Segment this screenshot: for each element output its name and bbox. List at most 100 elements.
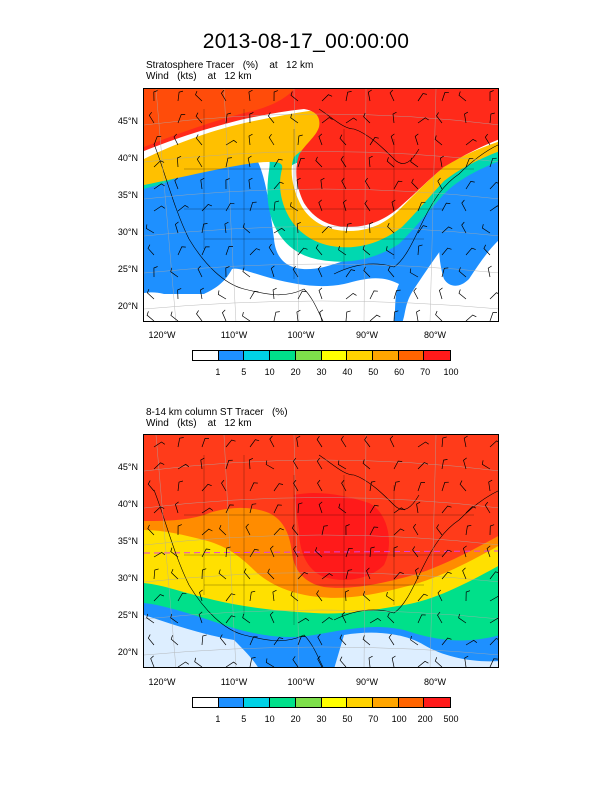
wind-barb — [269, 611, 275, 624]
bottom-lon-tick-110: 110°W — [220, 677, 248, 687]
wind-barb — [369, 617, 382, 624]
bottom-colorbar-cell — [218, 698, 245, 707]
wind-barb — [417, 117, 429, 124]
bottom-colorbar-level-label: 200 — [417, 714, 433, 724]
wind-barb — [345, 310, 351, 321]
wind-barb — [273, 483, 284, 492]
wind-barb — [197, 265, 203, 278]
wind-barb — [489, 90, 494, 101]
bottom-colorbar-level-label: 100 — [391, 714, 407, 724]
wind-barb — [409, 268, 419, 278]
wind-barb — [321, 226, 333, 234]
top-colorbar-cell — [218, 351, 245, 360]
wind-barb — [145, 224, 155, 234]
wind-barb — [369, 314, 381, 321]
wind-barb — [441, 226, 453, 234]
wind-barb — [489, 440, 498, 448]
wind-barb — [297, 290, 307, 300]
bottom-colorbar-level-label: 70 — [368, 714, 379, 724]
wind-barb — [147, 634, 155, 646]
bottom-colorbar-cell — [347, 698, 373, 707]
wind-barb — [410, 635, 419, 646]
bottom-colorbar-cell — [321, 698, 348, 707]
wind-barb — [177, 592, 187, 602]
wind-barb — [416, 501, 421, 514]
wind-barb — [465, 314, 477, 321]
wind-barb — [174, 501, 179, 514]
bottom-lon-tick-90: 90°W — [355, 677, 379, 687]
bottom-colorbar-level-label: 10 — [264, 714, 275, 724]
wind-barb — [387, 612, 395, 624]
wind-barb — [391, 199, 396, 212]
wind-barb — [316, 590, 323, 602]
wind-barb — [437, 611, 443, 624]
bottom-lat-tick-40: 40°N — [117, 499, 138, 509]
bottom-panel-label-wind: Wind (kts) at 12 km — [146, 418, 252, 429]
wind-barb — [417, 614, 426, 624]
top-colorbar-cell — [321, 351, 348, 360]
top-panel-label-wind: Wind (kts) at 12 km — [146, 71, 252, 82]
wind-barb — [362, 591, 371, 602]
wind-barb — [225, 661, 238, 667]
wind-barb — [484, 501, 491, 514]
wind-barb — [296, 435, 301, 448]
wind-barb — [272, 589, 277, 602]
wind-barb — [320, 177, 325, 190]
wind-barb — [248, 457, 254, 470]
wind-barb — [297, 134, 303, 146]
wind-barb — [345, 117, 358, 124]
wind-barb — [440, 155, 444, 168]
bottom-lon-tick-120: 120°W — [148, 677, 176, 687]
wind-barb — [297, 247, 308, 256]
wind-barb — [342, 199, 347, 212]
wind-barb — [153, 183, 165, 190]
wind-barb — [147, 244, 155, 256]
wind-barb — [153, 441, 166, 448]
wind-barb — [461, 221, 467, 234]
wind-barb — [170, 547, 179, 558]
wind-barb — [249, 590, 256, 602]
wind-barb — [410, 157, 419, 168]
wind-barb — [242, 223, 251, 234]
wind-barb — [177, 90, 184, 102]
wind-barb — [194, 657, 203, 667]
top-colorbar-cell — [424, 351, 451, 360]
wind-barb — [393, 546, 398, 557]
wind-barb — [249, 201, 257, 212]
wind-barb — [436, 524, 443, 536]
wind-barb — [464, 111, 469, 124]
wind-barb — [196, 155, 203, 168]
wind-barb — [339, 634, 347, 646]
wind-barb — [413, 287, 419, 300]
wind-barb — [489, 112, 495, 124]
wind-barb — [201, 507, 214, 514]
top-lon-tick-80: 80°W — [423, 330, 447, 340]
wind-barb — [369, 137, 379, 146]
wind-barb — [225, 504, 234, 514]
wind-barb — [248, 177, 253, 190]
wind-barb — [417, 202, 426, 212]
bottom-lon-tick-100: 100°W — [287, 677, 315, 687]
wind-barb — [489, 292, 498, 300]
wind-barb — [225, 202, 235, 212]
top-lat-tick-40: 40°N — [117, 153, 138, 163]
wind-barb — [248, 133, 253, 146]
wind-barb — [489, 596, 498, 602]
wind-barb — [292, 457, 299, 470]
wind-barb — [153, 551, 166, 558]
top-colorbar-level-label: 1 — [215, 367, 221, 377]
wind-barb — [225, 157, 232, 168]
wind-barb — [465, 158, 474, 168]
wind-barb — [386, 592, 395, 602]
wind-barb — [363, 112, 371, 124]
wind-barb — [170, 613, 179, 624]
wind-barb — [221, 309, 227, 321]
wind-barb — [387, 222, 395, 234]
top-panel-label-variable: Stratosphere Tracer (%) at 12 km — [146, 60, 314, 71]
wind-barb — [221, 479, 227, 492]
wind-barb — [368, 655, 373, 667]
wind-barb — [362, 459, 371, 470]
wind-barb — [464, 655, 469, 667]
wind-barb — [224, 221, 229, 234]
top-lat-tick-25: 25°N — [117, 264, 138, 274]
